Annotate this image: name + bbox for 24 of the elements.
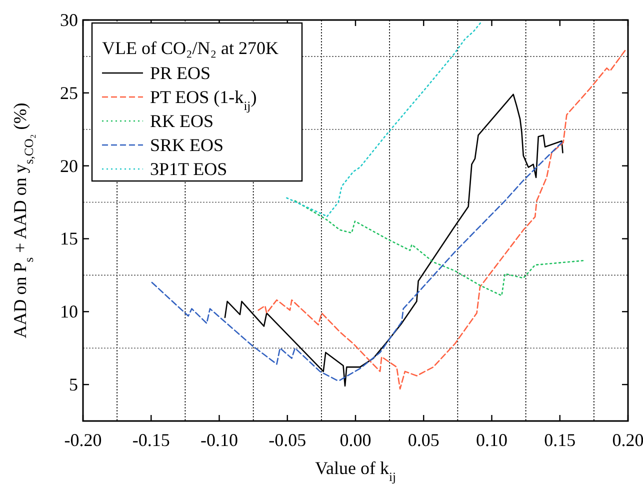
y-tick-label: 25 bbox=[60, 82, 78, 103]
y-tick-label: 5 bbox=[69, 374, 78, 395]
x-tick-label: -0.20 bbox=[64, 430, 102, 450]
x-tick-label: 0.20 bbox=[612, 430, 643, 450]
x-tick-label: -0.10 bbox=[200, 430, 238, 450]
y-tick-label: 20 bbox=[60, 156, 78, 176]
y-tick-label: 10 bbox=[60, 302, 78, 322]
legend-title: VLE of CO₂/N₂ at 270K bbox=[102, 38, 279, 58]
legend-label: PR EOS bbox=[150, 63, 211, 83]
legend-label: RK EOS bbox=[150, 111, 214, 131]
x-tick-label: 0.05 bbox=[408, 430, 440, 450]
legend-label: PT EOS (1-k$_{ij}$) bbox=[150, 87, 257, 113]
x-tick-label: -0.15 bbox=[132, 430, 170, 450]
legend-label: SRK EOS bbox=[150, 135, 224, 155]
y-tick-label: 15 bbox=[60, 228, 78, 249]
x-tick-label: 0.00 bbox=[340, 430, 372, 450]
x-axis-title: Value of k$_{ij}$ bbox=[315, 458, 396, 484]
legend-label: 3P1T EOS bbox=[150, 159, 228, 179]
x-tick-label: 0.10 bbox=[476, 430, 508, 450]
line-series bbox=[294, 200, 584, 296]
y-tick-label: 30 bbox=[60, 10, 78, 30]
line-series bbox=[286, 20, 482, 218]
x-tick-label: -0.05 bbox=[268, 430, 306, 450]
x-tick-label: 0.15 bbox=[544, 430, 576, 450]
